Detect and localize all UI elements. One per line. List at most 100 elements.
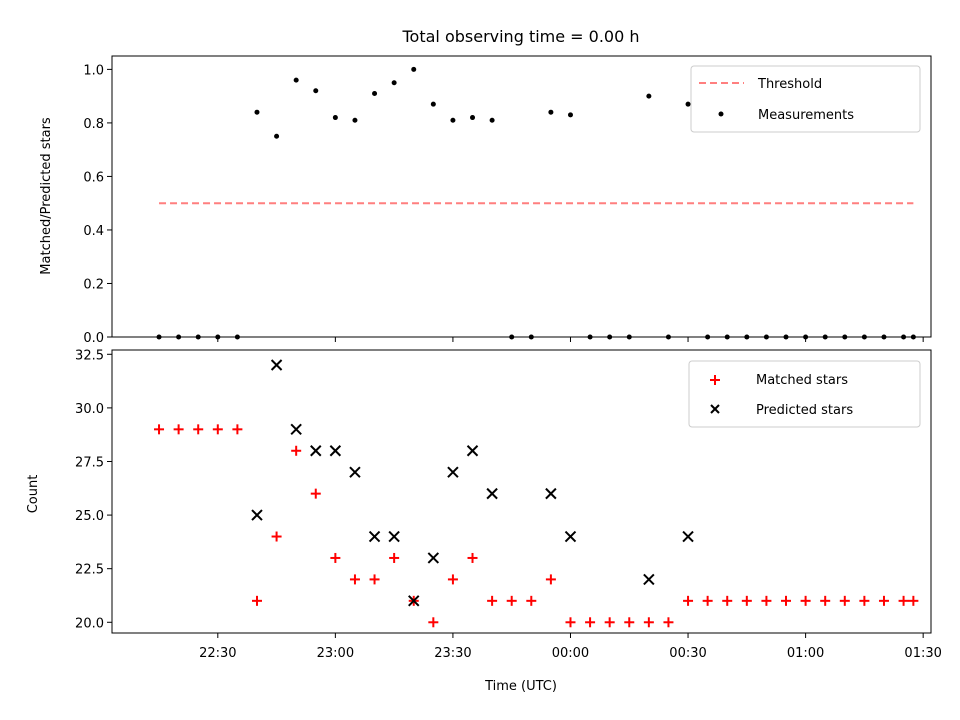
matched-star-point [212,424,223,435]
top-legend: Threshold Measurements [690,65,921,133]
top-plot: 0.0 0.2 0.4 0.6 0.8 1.0 [83,55,932,346]
matched-star-point [859,595,870,606]
measurement-point [215,334,221,340]
measurement-point [842,334,848,340]
bottom-frame [111,349,932,634]
matched-star-point [310,488,321,499]
measurement-point [391,80,397,86]
matched-star-point [624,617,635,628]
predicted-star-point [329,445,342,457]
predicted-star-point [682,530,694,543]
x-tick-label: 23:30 [434,646,471,661]
matched-star-point [487,595,498,606]
matched-star-point [506,595,517,606]
measurement-point [430,101,436,107]
matched-star-point [428,617,439,628]
matched-star-point [173,424,184,435]
measurement-point [803,334,809,340]
measurement-point [724,334,730,340]
matched-star-point [702,595,713,606]
matched-star-point [741,595,752,606]
matched-star-point [291,445,302,456]
x-tick-label: 00:00 [552,646,589,661]
legend-matched-swatch [710,375,720,385]
measurement-point [489,117,495,123]
measurement-point [195,334,201,340]
measurement-point [234,334,240,340]
matched-star-point [643,617,654,628]
top-y-tick-label: 0.6 [83,170,104,185]
x-tick-label: 01:00 [787,646,824,661]
top-y-tick-label: 0.0 [83,331,104,346]
matched-star-point [781,595,792,606]
matched-star-point [232,424,243,435]
predicted-star-point [486,487,498,500]
measurement-point [548,109,554,115]
legend-measurements-swatch [718,111,724,117]
top-y-tick-label: 1.0 [83,63,104,78]
predicted-star-point [310,445,322,457]
matched-star-point [349,574,360,585]
predicted-star-point [408,595,420,607]
measurement-point [744,334,750,340]
measurement-point [176,334,182,340]
measurement-point [352,117,358,123]
top-y-tick-label: 0.4 [83,224,104,239]
legend-measurements-label: Measurements [758,108,854,123]
measurement-point [822,334,828,340]
bottom-plot: 20.0 22.5 25.0 27.5 30.0 32.5 22:30 23:00 23:30 0… [75,348,942,661]
legend-matched-label: Matched stars [756,373,848,388]
measurement-point [528,334,534,340]
matched-star-point [154,424,165,435]
matched-star-point [271,531,282,542]
measurement-point [861,334,867,340]
top-y-tick-label: 0.2 [83,277,104,292]
measurement-point [587,334,593,340]
chart-title: Total observing time = 0.00 h [401,27,639,46]
measurement-point [763,334,769,340]
top-legend-box [690,65,921,133]
matched-star-point [369,574,380,585]
matched-star-point [447,574,458,585]
x-axis-label: Time (UTC) [484,679,557,694]
bottom-y-tick-label: 32.5 [75,348,104,363]
measurement-point [685,101,691,107]
measurement-point [901,334,907,340]
x-tick-label: 01:30 [904,646,941,661]
predicted-star-point [270,359,283,371]
matched-star-point [193,424,204,435]
measurement-point [783,334,789,340]
measurement-point [470,115,476,121]
measurement-point [626,334,632,340]
bottom-legend-box [688,360,921,428]
measurement-point [665,334,671,340]
predicted-star-point [349,466,361,478]
measurement-point [332,115,338,121]
bottom-y-axis-label: Count [26,475,41,514]
matched-star-point [683,595,694,606]
matched-star-point [330,552,341,563]
bottom-legend: Matched stars Predicted stars [688,360,921,428]
predicted-star-point [466,445,479,457]
predicted-star-point [564,530,577,543]
top-y-axis-label: Matched/Predicted stars [39,117,54,275]
legend-predicted-swatch [710,404,720,414]
predicted-star-point [388,530,400,543]
predicted-star-point [368,530,381,543]
matched-star-point [839,595,850,606]
matched-star-point [251,595,262,606]
matched-star-point [761,595,772,606]
predicted-star-point [427,552,440,564]
measurement-point [646,93,652,99]
bottom-y-tick-label: 27.5 [75,455,104,470]
predicted-star-point [290,423,302,436]
matched-star-point [898,595,909,606]
measurement-point [156,334,162,340]
x-tick-label: 22:30 [199,646,236,661]
measurement-point [274,133,280,139]
matched-star-point [467,552,478,563]
measurement-point [293,77,299,83]
matched-star-point [526,595,537,606]
matched-star-point [800,595,811,606]
